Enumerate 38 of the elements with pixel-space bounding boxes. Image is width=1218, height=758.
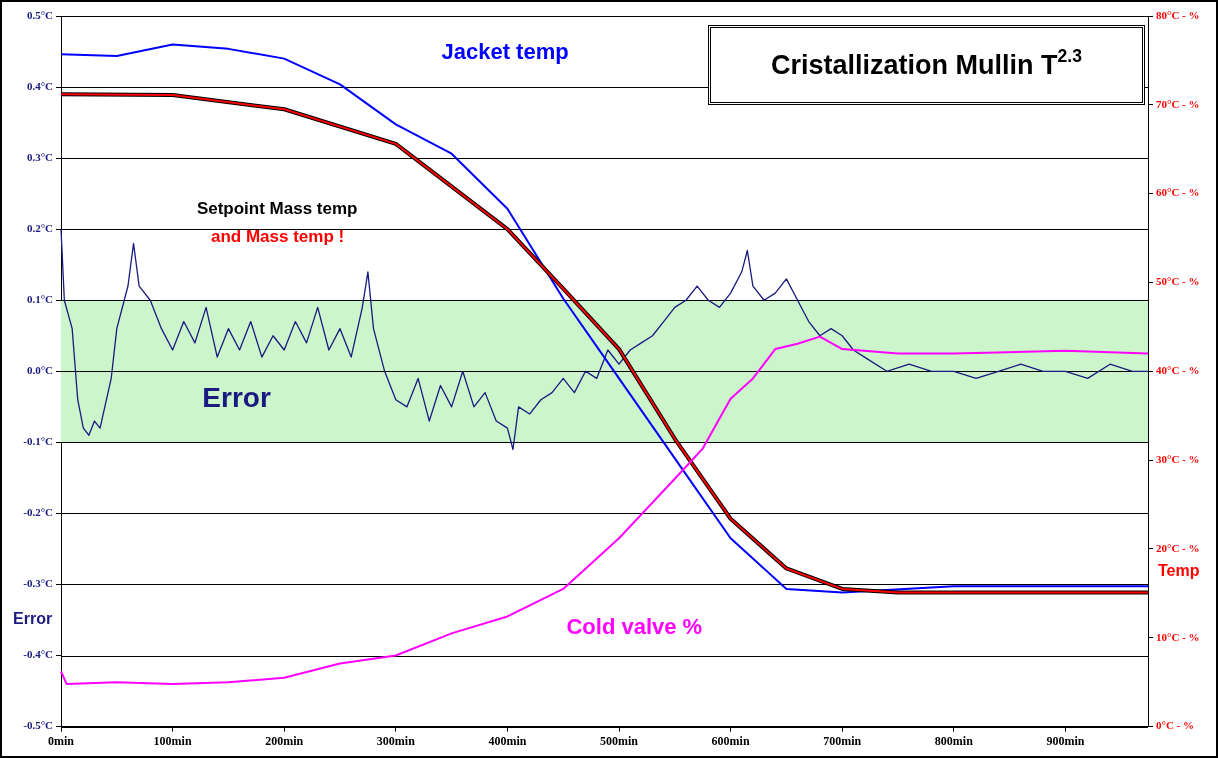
- x-tick-label: 600min: [711, 733, 750, 748]
- x-tick-label: 500min: [600, 733, 639, 748]
- y2-tick-label: 0°C - %: [1156, 719, 1195, 732]
- y-tick-label: -0.1°C: [23, 435, 54, 448]
- y-tick-label: 0.0°C: [26, 364, 54, 377]
- y-tick-label: 0.1°C: [26, 293, 54, 306]
- text: Setpoint Mass temp: [196, 198, 358, 218]
- y-tick-label: -0.3°C: [23, 577, 54, 590]
- x-tick-label: 400min: [488, 733, 527, 748]
- y2-tick-label: 30°C - %: [1156, 452, 1200, 465]
- y-tick-label: -0.4°C: [23, 648, 54, 661]
- y2-tick-label: 10°C - %: [1156, 630, 1200, 643]
- x-tick-label: 0min: [47, 733, 75, 748]
- y-tick-label: -0.5°C: [23, 719, 54, 732]
- x-tick-label: 800min: [934, 733, 974, 748]
- y-tick-label: 0.5°C: [26, 8, 54, 21]
- y2-tick-label: 20°C - %: [1156, 541, 1200, 554]
- x-tick-label: 900min: [1046, 733, 1085, 748]
- text: and Mass temp !: [211, 226, 345, 246]
- y2-tick-label: 60°C - %: [1156, 186, 1200, 199]
- y2-tick-label: 80°C - %: [1156, 8, 1200, 21]
- text: Jacket temp: [441, 38, 569, 64]
- y-tick-label: 0.2°C: [26, 222, 54, 235]
- title-frame: Cristallization Mullin T$^{2.3}$: [708, 25, 1145, 105]
- y-axis-title: Error: [13, 610, 53, 628]
- y2-tick-label: 40°C - %: [1156, 364, 1200, 377]
- y2-axis-title: Temp: [1158, 561, 1200, 579]
- x-tick-label: 700min: [823, 733, 862, 748]
- x-tick-label: 300min: [376, 733, 416, 748]
- y2-tick-label: 50°C - %: [1156, 275, 1200, 288]
- x-tick-label: 200min: [265, 733, 304, 748]
- series-label: Error: [202, 381, 271, 413]
- y-tick-label: 0.4°C: [26, 79, 54, 92]
- y-tick-label: -0.2°C: [23, 506, 54, 519]
- y2-tick-label: 70°C - %: [1156, 97, 1200, 110]
- y-tick-label: 0.3°C: [26, 150, 54, 163]
- x-tick-label: 100min: [153, 733, 192, 748]
- series-label: Cold valve %: [566, 614, 703, 640]
